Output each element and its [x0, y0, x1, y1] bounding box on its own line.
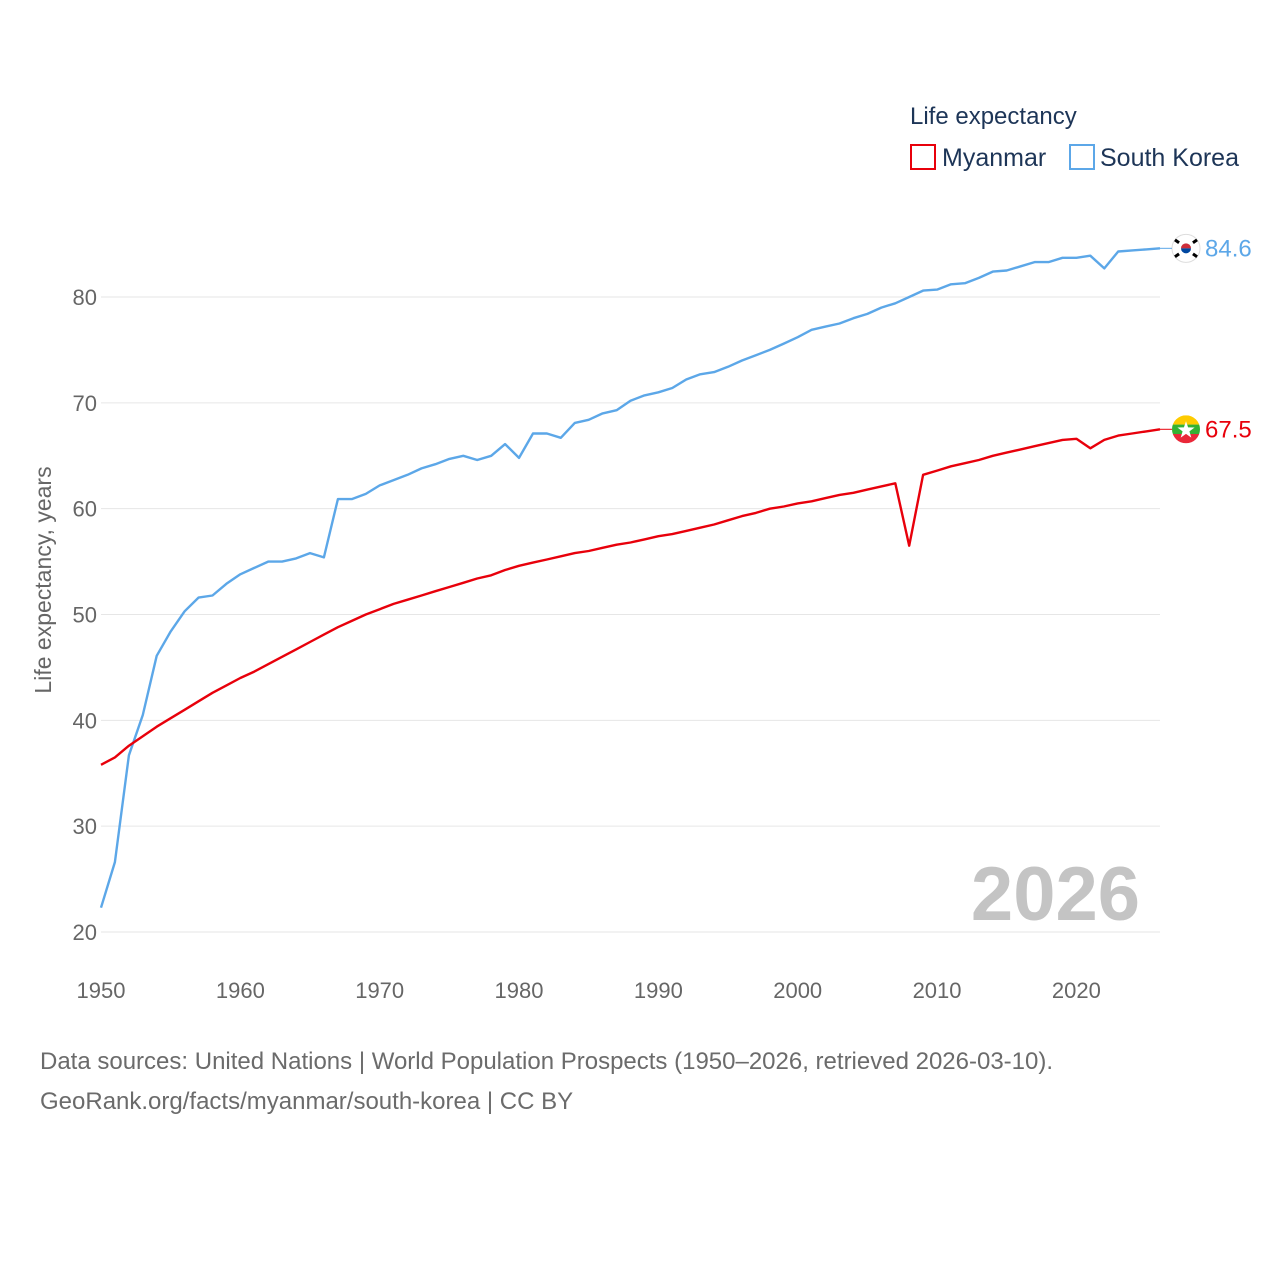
x-axis-ticks: 1950 1960 1970 1980 1990 2000 2010 2020: [77, 978, 1101, 1003]
series-end-labels: 84.6 67.5: [1160, 233, 1252, 444]
y-tick-label: 50: [73, 603, 97, 628]
x-tick-label: 2020: [1052, 978, 1101, 1003]
y-tick-label: 80: [73, 285, 97, 310]
data-source-note: Data sources: United Nations | World Pop…: [40, 1042, 1260, 1122]
x-tick-label: 1980: [495, 978, 544, 1003]
end-value-myanmar: 67.5: [1205, 416, 1252, 443]
series-line-myanmar[interactable]: [100, 428, 1161, 766]
attribution-line: GeoRank.org/facts/myanmar/south-korea | …: [40, 1088, 574, 1115]
y-tick-label: 70: [73, 391, 97, 416]
legend-title: Life expectancy: [910, 103, 1077, 130]
y-tick-label: 40: [73, 708, 97, 733]
legend: Life expectancy Myanmar South Korea: [910, 103, 1239, 172]
legend-label-myanmar[interactable]: Myanmar: [942, 144, 1046, 172]
x-tick-label: 2010: [913, 978, 962, 1003]
x-tick-label: 2000: [773, 978, 822, 1003]
x-tick-label: 1950: [77, 978, 126, 1003]
x-tick-label: 1970: [355, 978, 404, 1003]
series-lines: [99, 247, 1161, 909]
x-tick-label: 1960: [216, 978, 265, 1003]
series-line-south-korea[interactable]: [99, 247, 1161, 909]
myanmar-flag-icon: [1172, 415, 1200, 444]
y-axis-label: Life expectancy, years: [30, 466, 56, 693]
legend-swatch-south-korea[interactable]: [1069, 144, 1095, 170]
y-tick-label: 60: [73, 497, 97, 522]
year-watermark: 2026: [971, 852, 1140, 937]
y-axis-ticks: 20 30 40 50 60 70 80: [73, 285, 97, 945]
y-tick-label: 20: [73, 920, 97, 945]
legend-label-south-korea[interactable]: South Korea: [1100, 144, 1239, 172]
end-value-south-korea: 84.6: [1205, 235, 1252, 262]
y-tick-label: 30: [73, 814, 97, 839]
gridlines: [101, 296, 1160, 933]
x-tick-label: 1990: [634, 978, 683, 1003]
source-line: Data sources: United Nations | World Pop…: [40, 1048, 1054, 1075]
south-korea-flag-icon: [1171, 233, 1201, 263]
legend-swatch-myanmar[interactable]: [910, 144, 936, 170]
